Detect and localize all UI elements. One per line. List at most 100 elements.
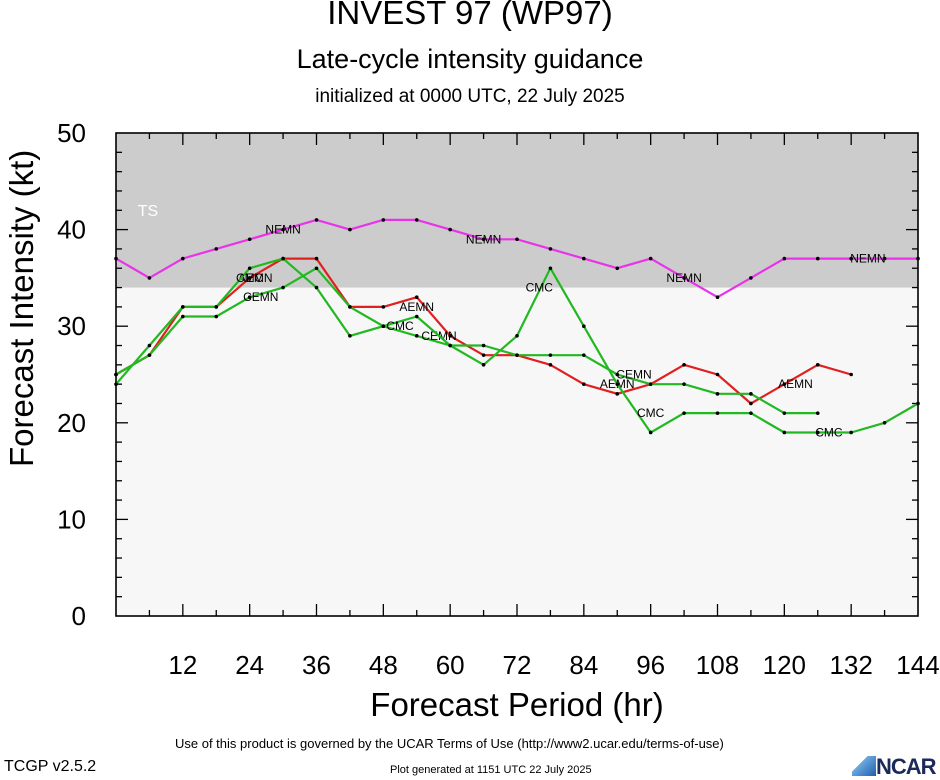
x-tick-label: 36: [302, 650, 331, 680]
series-cemn-label: CEMN: [616, 368, 651, 382]
series-nemn-point: [648, 256, 653, 261]
x-tick-label: 72: [503, 650, 532, 680]
series-cmc-label: CMC: [637, 406, 665, 420]
series-aemn-label: AEMN: [399, 300, 434, 314]
series-nemn-point: [548, 247, 553, 251]
y-tick-label: 40: [57, 215, 86, 245]
series-cemn-point: [648, 382, 653, 386]
chart-title: INVEST 97 (WP97): [327, 0, 613, 31]
ncar-logo-text: NCAR: [876, 754, 937, 779]
series-nemn-point: [214, 247, 219, 251]
series-nemn-label: NEMN: [666, 271, 701, 285]
series-cemn-point: [515, 353, 519, 357]
series-cemn-point: [214, 314, 219, 319]
series-aemn-point: [414, 295, 419, 300]
series-nemn-label: NEMN: [466, 232, 501, 246]
initialization-time: initialized at 0000 UTC, 22 July 2025: [315, 86, 625, 107]
series-cmc-point: [749, 411, 753, 415]
series-cmc-label: CMC: [526, 281, 554, 295]
series-cmc-point: [582, 324, 586, 329]
x-tick-label: 84: [569, 650, 598, 680]
series-cemn-point: [715, 392, 720, 396]
series-cemn-point: [481, 343, 486, 348]
series-nemn-point: [882, 256, 887, 261]
series-aemn-point: [314, 256, 319, 261]
series-cmc-point: [114, 382, 118, 386]
series-nemn-point: [147, 276, 152, 280]
series-cmc-label: CMC: [386, 319, 414, 333]
chart-subtitle: Late-cycle intensity guidance: [296, 44, 644, 74]
ncar-logo: NCAR: [852, 754, 937, 780]
series-aemn-point: [582, 382, 586, 386]
series-cmc-point: [615, 382, 620, 386]
y-tick-label: 10: [57, 504, 86, 534]
series-cemn-point: [348, 305, 352, 309]
y-tick-label: 20: [57, 408, 86, 438]
series-cmc-point: [682, 411, 686, 415]
series-cmc-point: [782, 430, 787, 435]
series-cmc-point: [147, 343, 152, 348]
x-tick-label: 108: [696, 650, 739, 680]
series-cemn-point: [247, 295, 252, 300]
band-below-ts: [116, 287, 918, 616]
x-axis-label: Forecast Period (hr): [370, 686, 664, 723]
series-cemn-point: [615, 372, 620, 377]
series-cmc-label: CMC: [236, 271, 264, 285]
series-nemn-label: NEMN: [850, 252, 885, 266]
series-nemn-point: [849, 256, 853, 261]
x-tick-label: 96: [636, 650, 665, 680]
series-nemn-point: [348, 227, 352, 232]
series-cmc-point: [548, 266, 553, 271]
series-aemn-point: [481, 353, 486, 357]
series-cemn-point: [782, 411, 787, 415]
series-cemn-point: [281, 285, 285, 290]
series-cemn-point: [314, 266, 319, 271]
series-cmc-point: [515, 334, 519, 338]
series-cemn-point: [815, 411, 820, 415]
series-cemn-point: [181, 314, 185, 319]
series-cmc-point: [314, 285, 319, 290]
generated-timestamp: Plot generated at 1151 UTC 22 July 2025: [390, 764, 592, 776]
series-cmc-point: [247, 266, 252, 271]
series-nemn-point: [782, 256, 787, 261]
series-nemn-point: [615, 266, 620, 271]
series-cemn-line: [115, 267, 818, 415]
series-nemn-point: [114, 256, 118, 261]
series-cemn-point: [548, 353, 553, 357]
series-cemn-point: [749, 392, 753, 396]
series-cmc-point: [414, 314, 419, 319]
series-aemn-point: [749, 401, 753, 406]
y-tick-label: 30: [57, 311, 86, 341]
series-nemn-point: [715, 295, 720, 300]
series-nemn-point: [281, 227, 285, 232]
series-cemn-label: CEMN: [243, 290, 278, 304]
x-tick-label: 144: [896, 650, 939, 680]
series-aemn-label: AEMN: [238, 271, 273, 285]
series-aemn-point: [448, 334, 452, 338]
series-nemn-point: [381, 218, 386, 222]
series-cmc-point: [916, 401, 920, 406]
series-aemn-point: [782, 382, 787, 386]
band-label-ts: TS: [138, 203, 158, 220]
series-aemn-point: [548, 363, 553, 367]
series-aemn-point: [849, 372, 853, 377]
series-cmc-point: [381, 324, 386, 329]
y-tick-label: 0: [72, 601, 86, 631]
series-aemn-point: [682, 363, 686, 367]
x-tick-label: 48: [369, 650, 398, 680]
band-ts: [116, 133, 918, 288]
series-cmc-label: CMC: [815, 425, 843, 439]
series-cmc-point: [481, 363, 486, 367]
x-tick-label: 60: [436, 650, 465, 680]
series-cmc-point: [849, 430, 853, 435]
series-cmc-point: [281, 256, 285, 261]
x-tick-label: 24: [235, 650, 264, 680]
series-nemn-point: [314, 218, 319, 222]
series-nemn-point: [181, 256, 185, 261]
series-aemn-label: AEMN: [778, 377, 813, 391]
series-cmc-point: [815, 430, 820, 435]
series-cmc-point: [448, 343, 452, 348]
ncar-logo-icon: [852, 756, 876, 776]
series-aemn-point: [247, 276, 252, 280]
